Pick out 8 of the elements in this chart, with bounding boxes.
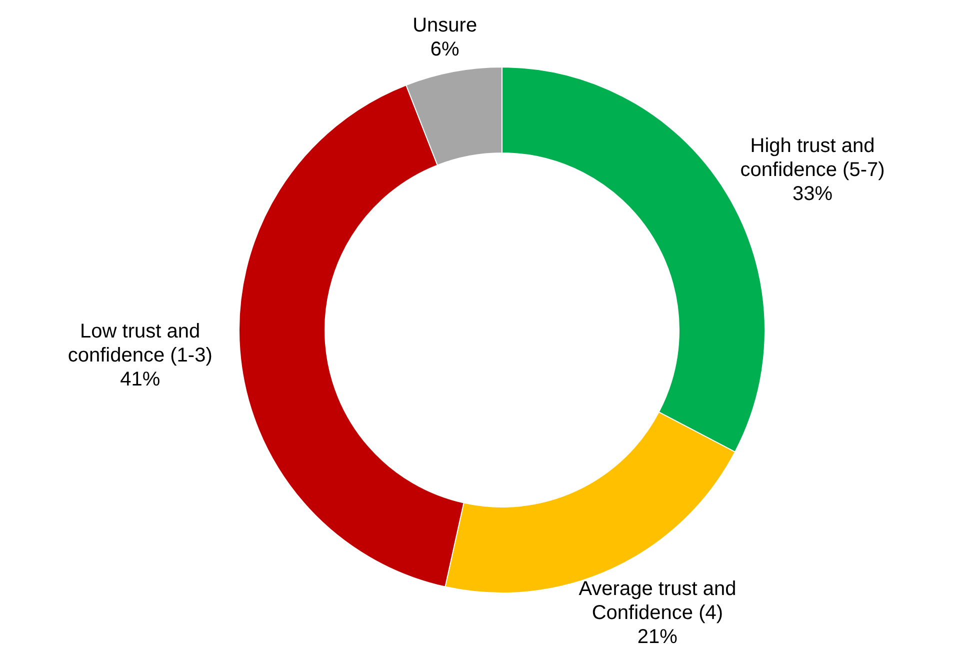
data-label: 33% [792,183,833,206]
slice-label: Average trust and Confidence (4) [578,578,736,624]
data-label: 6% [430,38,460,60]
data-label: 41% [120,368,160,390]
slice-label: High trust and confidence (5-7) [740,135,885,182]
slice-label: Unsure [412,14,478,36]
data-label: 21% [637,626,678,648]
slice-label: Low trust and confidence (1-3) [68,320,212,366]
